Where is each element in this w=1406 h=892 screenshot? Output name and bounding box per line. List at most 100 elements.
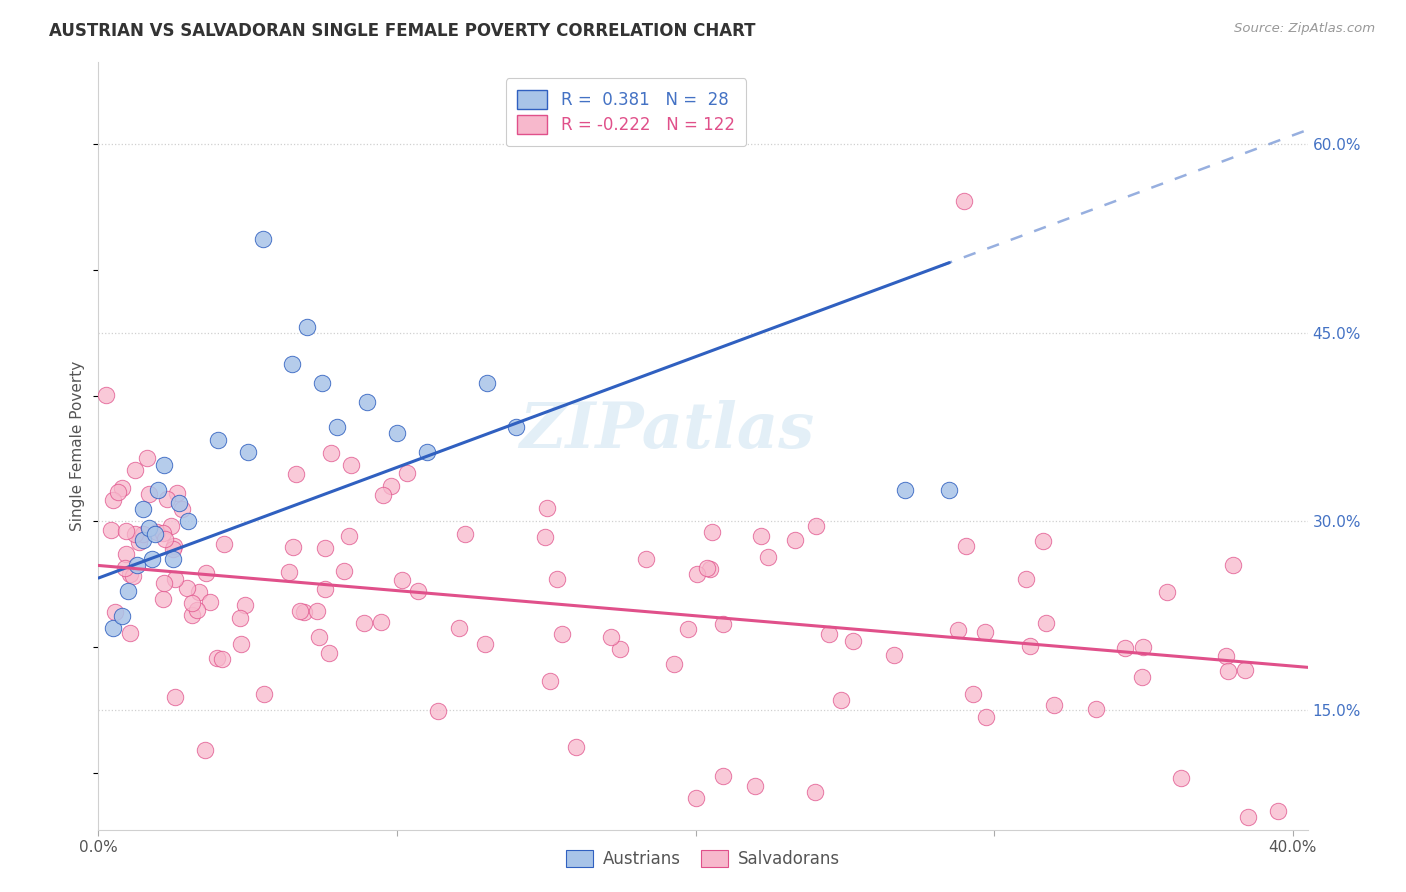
- Point: [103, 493, 125, 508]
- Point: [1084, 701, 1107, 715]
- Point: [416, 445, 439, 459]
- Point: [160, 519, 183, 533]
- Point: [311, 376, 333, 391]
- Point: [1032, 534, 1054, 549]
- Point: [146, 483, 169, 497]
- Point: [391, 573, 413, 587]
- Point: [447, 621, 470, 635]
- Point: [976, 710, 998, 724]
- Point: [141, 552, 163, 566]
- Point: [285, 467, 308, 482]
- Point: [135, 451, 157, 466]
- Point: [124, 463, 146, 477]
- Point: [686, 567, 709, 582]
- Point: [152, 592, 174, 607]
- Point: [94, 387, 117, 401]
- Legend: Austrians, Salvadorans: Austrians, Salvadorans: [560, 843, 846, 875]
- Point: [308, 630, 330, 644]
- Point: [205, 651, 228, 665]
- Point: [176, 581, 198, 595]
- Point: [153, 575, 176, 590]
- Point: [100, 523, 122, 537]
- Point: [207, 433, 229, 447]
- Point: [314, 582, 336, 597]
- Point: [115, 524, 138, 538]
- Point: [662, 657, 685, 671]
- Point: [1042, 698, 1064, 712]
- Point: [162, 552, 184, 566]
- Point: [454, 526, 477, 541]
- Point: [1114, 640, 1136, 655]
- Point: [318, 646, 340, 660]
- Point: [546, 572, 568, 586]
- Point: [236, 445, 259, 459]
- Point: [893, 483, 915, 497]
- Point: [955, 540, 977, 554]
- Point: [385, 426, 408, 441]
- Point: [180, 596, 202, 610]
- Point: [600, 630, 623, 644]
- Point: [124, 526, 146, 541]
- Point: [198, 595, 221, 609]
- Point: [700, 524, 723, 539]
- Y-axis label: Single Female Poverty: Single Female Poverty: [70, 361, 86, 531]
- Point: [1156, 584, 1178, 599]
- Point: [103, 621, 125, 635]
- Point: [104, 605, 127, 619]
- Point: [186, 603, 208, 617]
- Text: ZIPatlas: ZIPatlas: [519, 400, 814, 461]
- Point: [1216, 664, 1239, 678]
- Point: [1015, 573, 1038, 587]
- Point: [406, 584, 429, 599]
- Point: [474, 637, 496, 651]
- Point: [143, 527, 166, 541]
- Point: [281, 540, 304, 554]
- Point: [128, 534, 150, 549]
- Point: [153, 458, 176, 472]
- Point: [756, 550, 779, 565]
- Point: [292, 605, 315, 619]
- Point: [118, 626, 141, 640]
- Point: [166, 485, 188, 500]
- Point: [319, 446, 342, 460]
- Point: [165, 690, 187, 704]
- Point: [534, 530, 557, 544]
- Point: [281, 357, 304, 371]
- Point: [1019, 639, 1042, 653]
- Point: [505, 420, 527, 434]
- Point: [314, 541, 336, 556]
- Point: [188, 584, 211, 599]
- Point: [114, 547, 136, 561]
- Point: [1234, 663, 1257, 677]
- Point: [118, 567, 141, 582]
- Point: [340, 458, 363, 473]
- Point: [193, 742, 215, 756]
- Point: [565, 740, 588, 755]
- Point: [551, 627, 574, 641]
- Point: [235, 598, 257, 612]
- Point: [948, 623, 970, 637]
- Point: [373, 487, 395, 501]
- Point: [156, 492, 179, 507]
- Point: [953, 194, 976, 208]
- Point: [1132, 640, 1154, 655]
- Text: Source: ZipAtlas.com: Source: ZipAtlas.com: [1234, 22, 1375, 36]
- Point: [804, 519, 827, 533]
- Point: [395, 466, 418, 480]
- Point: [229, 637, 252, 651]
- Point: [277, 565, 299, 579]
- Point: [170, 502, 193, 516]
- Point: [195, 566, 218, 580]
- Point: [974, 625, 997, 640]
- Point: [1215, 649, 1237, 664]
- Point: [830, 693, 852, 707]
- Text: AUSTRIAN VS SALVADORAN SINGLE FEMALE POVERTY CORRELATION CHART: AUSTRIAN VS SALVADORAN SINGLE FEMALE POV…: [49, 22, 755, 40]
- Point: [744, 779, 766, 793]
- Point: [1267, 804, 1289, 818]
- Point: [162, 541, 184, 556]
- Point: [214, 537, 236, 551]
- Point: [252, 687, 274, 701]
- Point: [842, 634, 865, 648]
- Point: [1237, 810, 1260, 824]
- Legend: R =  0.381   N =  28, R = -0.222   N = 122: R = 0.381 N = 28, R = -0.222 N = 122: [506, 78, 747, 146]
